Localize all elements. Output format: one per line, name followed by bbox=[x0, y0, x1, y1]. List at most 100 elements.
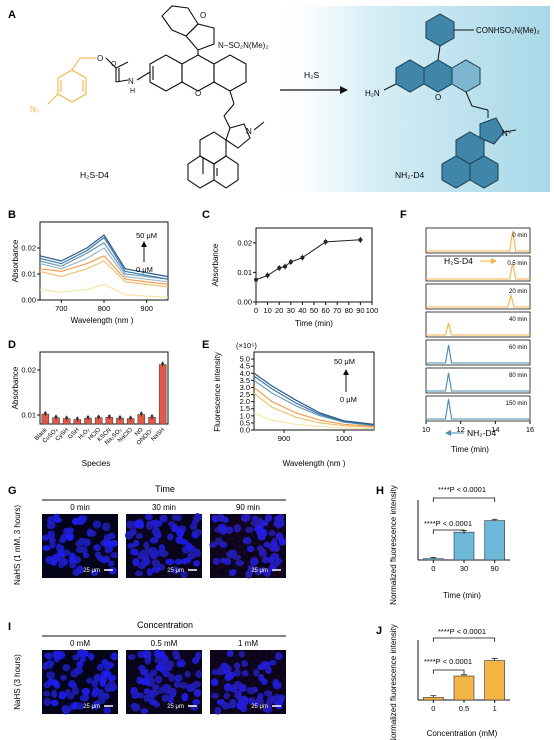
panel-label-j: J bbox=[376, 625, 382, 637]
series-line-5 bbox=[253, 372, 375, 425]
nucleus bbox=[107, 679, 116, 689]
nucleus bbox=[80, 545, 88, 554]
bar-point-9 bbox=[139, 412, 143, 415]
image-label-2: 90 min bbox=[236, 503, 260, 512]
nucleus bbox=[46, 671, 56, 679]
bar-point-5 bbox=[97, 415, 101, 419]
bar-0 bbox=[423, 558, 444, 561]
nucleus bbox=[76, 649, 86, 658]
nucleus bbox=[65, 533, 74, 541]
trace-line-6 bbox=[426, 398, 530, 420]
nucleus bbox=[96, 698, 106, 704]
red-signal-0 bbox=[42, 650, 118, 714]
series-line-2 bbox=[39, 255, 169, 285]
product-ring-o-label: O bbox=[435, 93, 441, 102]
panel-label-d: D bbox=[8, 339, 16, 351]
trace-frame-5 bbox=[425, 367, 531, 394]
nh-h-label: H bbox=[130, 88, 135, 95]
nucleus bbox=[52, 650, 61, 659]
nucleus bbox=[101, 670, 109, 679]
ticks-b: 700 800 900 0.00 0.01 0.02 bbox=[21, 244, 153, 314]
nucleus bbox=[72, 654, 80, 661]
trace-frame-0 bbox=[425, 227, 531, 254]
nucleus bbox=[100, 557, 109, 564]
panel-d: D 0.010.02BlankCuSO₄CySHGSHH₂O₂HClOKSCNN… bbox=[8, 339, 169, 468]
reaction-arrowhead bbox=[340, 86, 348, 94]
nucleus bbox=[75, 540, 84, 547]
sulfonyl-label: N−SO₂N(Me)₂ bbox=[218, 41, 268, 50]
trace-line-2 bbox=[426, 294, 530, 308]
series-b bbox=[39, 234, 169, 298]
sig-bracket-short bbox=[432, 529, 465, 534]
x-tick-label: 1000 bbox=[336, 434, 353, 443]
conc-arrowhead-e bbox=[343, 369, 349, 375]
nucleus bbox=[42, 545, 51, 552]
y-tick-label: 2.0 bbox=[240, 397, 250, 406]
xlabel-f: Time (min) bbox=[451, 445, 489, 454]
x-tick-label: 800 bbox=[98, 304, 111, 313]
x-tick-label: 20 bbox=[275, 306, 283, 315]
nucleus bbox=[91, 569, 99, 577]
series-line-5 bbox=[39, 237, 169, 280]
y-tick-label: 0.00 bbox=[21, 296, 36, 305]
ticks-c: 0 10 20 30 40 50 60 70 80 90 1000.000.010.02 bbox=[237, 238, 378, 315]
x-tick-label: 10 bbox=[263, 306, 271, 315]
category-label-9: NO bbox=[134, 427, 145, 438]
cells-0 bbox=[42, 649, 119, 715]
sig-bracket-short bbox=[432, 669, 465, 674]
nucleus bbox=[67, 680, 76, 688]
series-line-1 bbox=[39, 260, 169, 288]
nucleus bbox=[103, 706, 112, 714]
nucleus bbox=[93, 673, 103, 682]
y-tick-label: 0.0 bbox=[240, 426, 250, 435]
panel-label-a: A bbox=[8, 9, 16, 21]
x-tick-label: 60 bbox=[321, 306, 329, 315]
trace-time-label-3: 40 min bbox=[509, 317, 527, 323]
conc-top-e: 50 μM bbox=[334, 357, 355, 366]
nucleus bbox=[93, 544, 101, 551]
image-label-0: 0 mM bbox=[70, 639, 90, 648]
x-tick-label: 14 bbox=[491, 425, 499, 434]
y-tick-label: 5.0 bbox=[240, 355, 250, 364]
nucleus bbox=[82, 552, 90, 559]
series-line-3 bbox=[253, 379, 375, 427]
nucleus bbox=[81, 687, 91, 695]
nucleus bbox=[43, 690, 51, 697]
panel-c: C 0 10 20 30 40 50 60 70 80 90 1000.000.010.02 Tim… bbox=[202, 209, 378, 328]
nucleus bbox=[62, 664, 71, 672]
nucleus bbox=[43, 697, 52, 707]
x-tick-label: 70 bbox=[333, 306, 341, 315]
micrographs-i: 0 mM 25 μm 0.5 mM 25 μm 1 mM 25 μm bbox=[42, 639, 286, 715]
x-tick-label: 16 bbox=[526, 425, 534, 434]
product-trace-label: NH₂-D4 bbox=[467, 428, 497, 438]
bar-1 bbox=[453, 675, 475, 701]
image-label-1: 0.5 mM bbox=[151, 639, 178, 648]
xlabel-e: Wavelength (nm ) bbox=[283, 459, 346, 468]
panel-label-g: G bbox=[8, 485, 17, 497]
panel-i: I Concentration NaHS (3 hours) 0 mM 25 μm… bbox=[8, 620, 286, 715]
bar-2 bbox=[484, 520, 505, 561]
ticks-d: 0.010.02BlankCuSO₄CySHGSHH₂O₂HClOKSCNNa₂… bbox=[21, 366, 166, 447]
product-indolium-label: N⁺ bbox=[502, 129, 512, 138]
xlabel-b: Wavelength (nm ) bbox=[71, 316, 134, 325]
category-label-0: 0 bbox=[431, 704, 435, 713]
product-label: NH₂-D4 bbox=[395, 170, 425, 180]
y-tick-label: 0.02 bbox=[21, 366, 36, 375]
trace-time-label-0: 0 min bbox=[512, 233, 527, 239]
product-bonds bbox=[383, 29, 517, 133]
ticks-f: 10 12 14 16 bbox=[422, 421, 534, 434]
nucleus bbox=[58, 691, 67, 700]
nucleus bbox=[79, 516, 87, 524]
scale-text-1: 25 μm bbox=[167, 568, 184, 574]
panel-label-b: B bbox=[8, 209, 16, 221]
scale-text-0: 25 μm bbox=[83, 568, 100, 574]
header-i: Concentration bbox=[137, 620, 193, 630]
nucleus bbox=[58, 562, 65, 569]
header-g: Time bbox=[155, 484, 175, 494]
trace-time-label-2: 20 min bbox=[509, 289, 527, 295]
nucleus bbox=[91, 702, 101, 710]
sig-j-1: ****P < 0.0001 bbox=[438, 627, 486, 636]
bar-point-10 bbox=[150, 414, 154, 418]
reactant-label: H₂S-D4 bbox=[80, 170, 109, 180]
conc-top-b: 50 μM bbox=[136, 231, 157, 240]
